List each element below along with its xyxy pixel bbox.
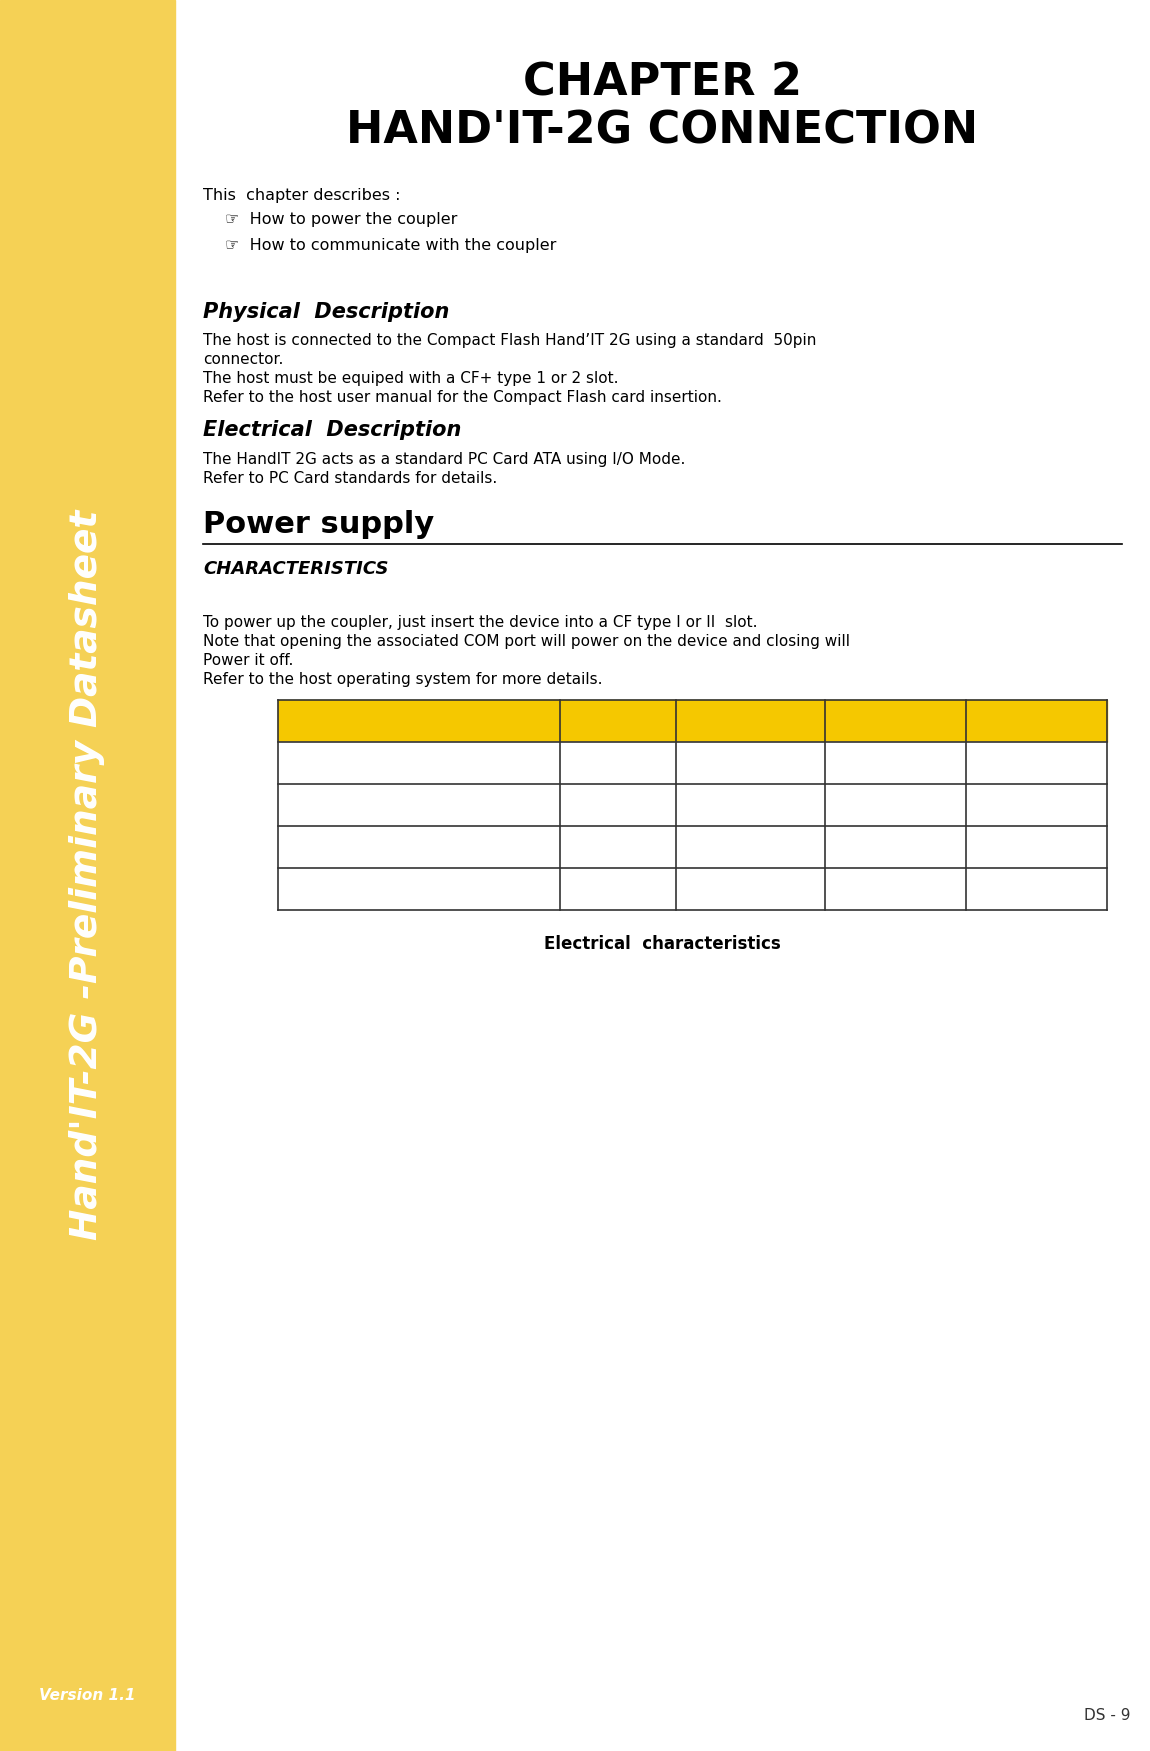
Text: Refer to PC Card standards for details.: Refer to PC Card standards for details.	[204, 471, 497, 487]
Text: 5: 5	[745, 839, 756, 854]
Text: ☞  How to communicate with the coupler: ☞ How to communicate with the coupler	[225, 238, 557, 252]
Text: CHARACTERISTICS: CHARACTERISTICS	[204, 560, 389, 578]
Text: To power up the coupler, just insert the device into a CF type I or II  slot.: To power up the coupler, just insert the…	[204, 615, 758, 630]
Bar	[676, 700, 826, 742]
Text: mA: mA	[1024, 797, 1049, 812]
Text: Typical: Typical	[721, 713, 780, 728]
Text: The host is connected to the Compact Flash Hand’IT 2G using a standard  50pin: The host is connected to the Compact Fla…	[204, 333, 816, 348]
Text: ☞  How to power the coupler: ☞ How to power the coupler	[225, 212, 458, 228]
Text: CHAPTER 2: CHAPTER 2	[523, 61, 802, 105]
Text: Power it off.: Power it off.	[204, 653, 293, 667]
Bar	[278, 826, 1107, 868]
Text: DC voltage: DC voltage	[284, 755, 368, 770]
Text: 3,3: 3,3	[738, 755, 762, 770]
Text: HAND'IT-2G CONNECTION: HAND'IT-2G CONNECTION	[346, 110, 979, 152]
Text: Refer to the host user manual for the Compact Flash card insertion.: Refer to the host user manual for the Co…	[204, 390, 722, 404]
Text: Standby current: Standby current	[284, 881, 407, 897]
Text: Power supply: Power supply	[204, 510, 435, 539]
Text: Min.: Min.	[599, 713, 636, 728]
Text: The HandIT 2G acts as a standard PC Card ATA using I/O Mode.: The HandIT 2G acts as a standard PC Card…	[204, 452, 685, 468]
Text: Physical  Description: Physical Description	[204, 301, 450, 322]
Text: TBD: TBD	[880, 797, 912, 812]
Text: This  chapter describes :: This chapter describes :	[204, 187, 400, 203]
Text: RF active current: RF active current	[284, 797, 415, 812]
Text: TBD: TBD	[880, 881, 912, 897]
Text: Note that opening the associated COM port will power on the device and closing w: Note that opening the associated COM por…	[204, 634, 850, 650]
Text: 3,465: 3,465	[874, 755, 918, 770]
Text: Refer to the host operating system for more details.: Refer to the host operating system for m…	[204, 672, 603, 686]
Text: 50: 50	[741, 797, 760, 812]
Text: μA: μA	[1027, 881, 1046, 897]
Text: Idle Mode current: Idle Mode current	[284, 839, 419, 854]
Bar	[278, 742, 1107, 784]
Bar	[560, 700, 676, 742]
Text: Hand'IT-2G -Preliminary Datasheet: Hand'IT-2G -Preliminary Datasheet	[69, 510, 106, 1240]
Text: Electrical  Description: Electrical Description	[204, 420, 461, 440]
Text: 3,135: 3,135	[596, 755, 639, 770]
Bar	[966, 700, 1107, 742]
Text: 50: 50	[741, 881, 760, 897]
Text: connector.: connector.	[204, 352, 283, 368]
Text: Unit: Unit	[1019, 713, 1055, 728]
Text: Description: Description	[369, 713, 468, 728]
Bar	[278, 868, 1107, 911]
Text: mA: mA	[1024, 839, 1049, 854]
Bar	[278, 784, 1107, 826]
Text: DS - 9: DS - 9	[1083, 1707, 1130, 1723]
Text: Max.: Max.	[875, 713, 917, 728]
Text: Electrical  characteristics: Electrical characteristics	[544, 935, 781, 953]
Text: V: V	[1032, 755, 1042, 770]
Text: TBD: TBD	[880, 839, 912, 854]
Text: The host must be equiped with a CF+ type 1 or 2 slot.: The host must be equiped with a CF+ type…	[204, 371, 619, 385]
Bar	[278, 700, 560, 742]
Bar	[0, 0, 175, 1751]
Text: Version 1.1: Version 1.1	[39, 1688, 136, 1702]
Bar	[826, 700, 966, 742]
